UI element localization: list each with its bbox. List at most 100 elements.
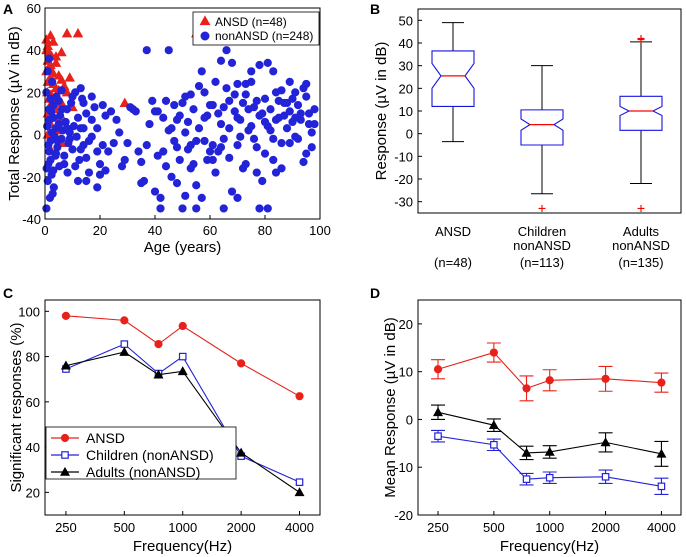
panel-a-point-nonansd (98, 141, 107, 150)
panel-a-point-nonansd (216, 56, 226, 65)
panel-a-point-nonansd (181, 128, 190, 137)
panel-a-point-nonansd (211, 168, 220, 177)
panel-c-point-ansd (295, 392, 304, 401)
panel-d-point-children (522, 475, 531, 483)
panel-c-point-ansd (61, 311, 71, 320)
panel-a-point-nonansd (161, 162, 171, 171)
panel-a-point-ansd (50, 57, 62, 67)
panel-a-point-nonansd (87, 92, 96, 101)
panel-a-point-nonansd (156, 204, 165, 213)
panel-c-y-axis-label: Significant responses (%) (8, 322, 25, 492)
panel-a-point-ansd (56, 46, 67, 57)
panel-a-point-nonansd (63, 168, 72, 177)
panel-d-x-tick-label: 500 (483, 520, 505, 535)
panel-a-point-nonansd (156, 193, 165, 202)
panel-a-point-nonansd (186, 164, 195, 173)
panel-c-y-tick-label: 20 (26, 485, 40, 500)
panel-a-point-nonansd (260, 117, 270, 127)
panel-a-point-nonansd (310, 119, 319, 129)
panel-a-point-nonansd (263, 204, 272, 213)
panel-a-point-nonansd (42, 88, 51, 97)
panel-a-point-nonansd (247, 77, 256, 86)
panel-a-point-nonansd (60, 151, 69, 160)
panel-c-y-tick-label: 40 (26, 440, 40, 455)
panel-a-point-nonansd (101, 166, 110, 175)
panel-a-point-nonansd (145, 119, 154, 129)
panel-a-point-nonansd (302, 79, 311, 89)
panel-a-point-nonansd (282, 124, 292, 133)
panel-a-point-nonansd (109, 138, 118, 148)
panel-a-legend-label-nonansd: nonANSD (n=248) (215, 29, 313, 43)
panel-d-line-chart: 250 500 1000 2000 4000 -20 -10 0 10 20 Frequency(H… (382, 299, 682, 555)
panel-b-group-sublabel: nonANSD (513, 238, 571, 253)
panel-b-y-tick-label: -10 (394, 149, 413, 164)
panel-c-point-adults (119, 346, 130, 356)
panel-c-axes-frame (44, 299, 321, 516)
panel-a-point-nonansd (79, 98, 88, 108)
panel-a-point-nonansd (48, 189, 57, 198)
panel-a-point-nonansd (310, 105, 319, 114)
panel-b-outlier (637, 36, 645, 44)
panel-a-point-nonansd (258, 176, 267, 186)
panel-c-point-ansd (237, 359, 246, 368)
panel-c-point-ansd (178, 321, 187, 331)
panel-a-point-nonansd (307, 143, 316, 152)
panel-a-point-nonansd (266, 126, 275, 135)
panel-a-point-nonansd (68, 145, 77, 154)
panel-a-y-tick-label: -40 (22, 212, 41, 227)
panel-a-point-nonansd (249, 134, 259, 143)
panel-a-point-nonansd (71, 162, 80, 171)
panel-c-legend-label-children: Children (nonANSD) (86, 447, 214, 463)
panel-a-point-nonansd (172, 143, 182, 152)
panel-a-point-nonansd (225, 153, 234, 162)
panel-a-x-tick-label: 40 (148, 223, 162, 238)
panel-c-point-children (120, 340, 129, 348)
panel-a-point-nonansd (75, 155, 84, 165)
panel-a-point-nonansd (296, 109, 305, 118)
panel-a-x-tick-label: 80 (258, 223, 272, 238)
panel-a-point-nonansd (45, 54, 54, 63)
panel-a-scatter: 0 20 40 60 80 100 -40 -20 0 20 40 60 ANSD (n=48)nonA… (6, 1, 331, 256)
panel-a-point-nonansd (222, 84, 231, 93)
panel-c-y-tick-label: 60 (26, 395, 40, 410)
panel-a-point-nonansd (222, 46, 231, 55)
panel-d-x-tick-label: 1000 (535, 520, 564, 535)
panel-a-point-nonansd (57, 105, 67, 114)
panel-c-legend-box (45, 426, 237, 480)
panel-a-point-nonansd (46, 94, 55, 103)
panel-b-group-sublabel: nonANSD (612, 238, 670, 253)
panel-a-point-nonansd (161, 96, 171, 105)
panel-a-point-nonansd (60, 160, 69, 169)
panel-letter-a: A (3, 1, 13, 17)
panel-a-point-nonansd (269, 67, 278, 76)
panel-a-point-nonansd (192, 136, 201, 146)
panel-d-point-children (545, 473, 554, 482)
panel-letter-b: B (370, 1, 380, 17)
panel-a-point-nonansd (236, 132, 245, 141)
panel-a-point-nonansd (167, 124, 176, 133)
panel-b-notched-box (520, 109, 564, 146)
panel-d-point-adults (488, 420, 499, 429)
panel-a-point-nonansd (227, 58, 237, 67)
panel-a-point-nonansd (200, 113, 209, 122)
panel-d-point-ansd (489, 348, 498, 357)
panel-c-x-tick-label: 4000 (285, 520, 314, 535)
panel-b-box-group (520, 65, 564, 212)
panel-a-point-nonansd (194, 124, 204, 133)
panel-a-point-nonansd (269, 155, 278, 165)
panel-a-legend: ANSD (n=48)nonANSD (n=248) (192, 11, 320, 46)
panel-d-line-children (437, 435, 662, 487)
panel-b-y-tick-label: -30 (394, 195, 413, 210)
panel-a-point-nonansd (205, 100, 215, 110)
panel-a-point-nonansd (186, 90, 195, 99)
panel-a-point-nonansd (44, 141, 53, 150)
panel-a-point-nonansd (43, 176, 52, 186)
panel-a-y-tick-label: 20 (27, 85, 41, 100)
panel-a-point-nonansd (76, 145, 85, 154)
panel-a-point-nonansd (291, 113, 300, 122)
panel-a-point-nonansd (238, 98, 248, 108)
panel-a-point-nonansd (233, 193, 242, 202)
panel-a-point-nonansd (42, 204, 51, 213)
panel-c-x-tick-label: 2000 (227, 520, 256, 535)
